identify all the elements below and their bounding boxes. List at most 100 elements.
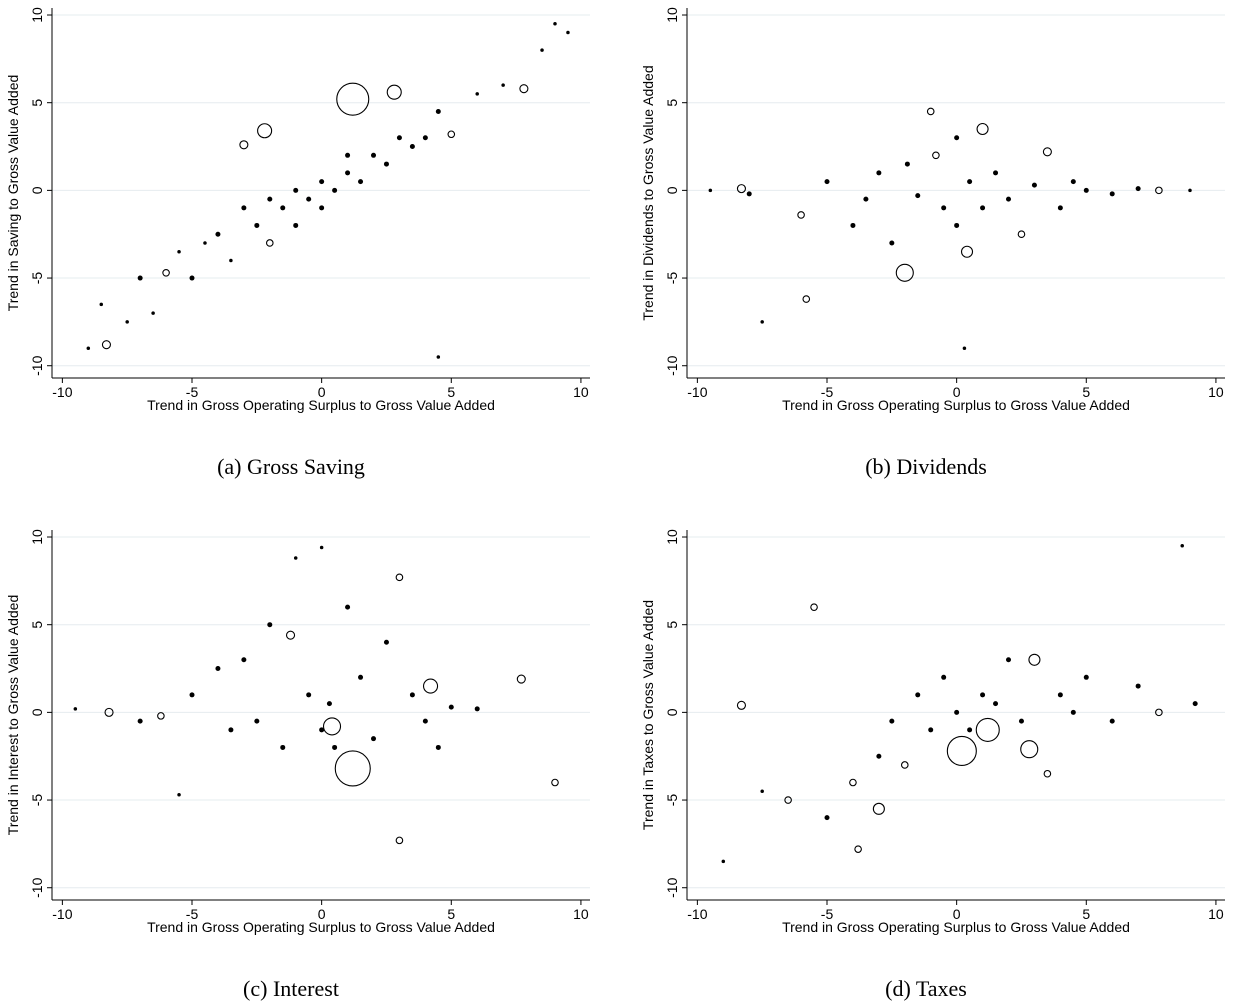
x-tick-label: -5 xyxy=(821,906,834,922)
point xyxy=(566,30,570,35)
y-tick-label: 0 xyxy=(29,708,45,716)
point xyxy=(241,657,247,663)
caption: (c) Interest xyxy=(243,976,339,1001)
x-tick-label: 0 xyxy=(953,384,961,400)
y-axis-label: Trend in Dividends to Gross Value Added xyxy=(640,65,656,320)
x-tick-label: -5 xyxy=(186,906,199,922)
point xyxy=(396,135,402,141)
point xyxy=(125,320,129,324)
point xyxy=(975,717,1000,742)
y-tick-label: 0 xyxy=(29,186,45,194)
x-tick-label: 5 xyxy=(447,906,455,922)
y-tick-label: 10 xyxy=(29,7,45,23)
point xyxy=(946,735,977,766)
y-tick-label: -5 xyxy=(29,272,45,285)
point xyxy=(345,604,351,610)
point xyxy=(162,268,170,277)
point xyxy=(371,152,377,158)
point xyxy=(409,144,415,150)
point xyxy=(967,179,973,185)
point xyxy=(904,161,910,167)
point xyxy=(345,170,351,176)
point xyxy=(1135,186,1141,192)
point xyxy=(99,302,104,307)
y-tick-label: -10 xyxy=(664,355,680,375)
point xyxy=(422,718,428,724)
point xyxy=(395,573,404,582)
point xyxy=(293,222,299,228)
x-axis-label: Trend in Gross Operating Surplus to Gros… xyxy=(147,397,495,413)
point xyxy=(267,622,273,628)
point xyxy=(941,674,947,680)
point xyxy=(422,678,439,694)
point xyxy=(980,692,986,698)
point xyxy=(810,603,818,611)
point xyxy=(1192,701,1198,707)
point xyxy=(1018,718,1024,724)
point xyxy=(760,789,764,794)
x-tick-label: 0 xyxy=(953,906,961,922)
point xyxy=(962,346,967,350)
point xyxy=(177,793,181,797)
point xyxy=(926,107,935,116)
point xyxy=(322,717,342,736)
point xyxy=(241,205,247,211)
point xyxy=(889,718,895,724)
x-tick-label: -5 xyxy=(821,384,834,400)
point xyxy=(895,263,914,282)
point xyxy=(928,727,934,733)
x-tick-label: 5 xyxy=(1082,906,1090,922)
point xyxy=(203,241,207,245)
y-tick-label: 10 xyxy=(664,7,680,23)
point xyxy=(435,744,441,750)
point xyxy=(797,211,805,219)
point xyxy=(854,845,862,853)
point xyxy=(1070,179,1076,185)
x-tick-label: 10 xyxy=(1208,384,1224,400)
point xyxy=(708,188,713,193)
x-tick-label: 0 xyxy=(318,384,326,400)
point xyxy=(967,727,973,733)
point xyxy=(993,701,999,707)
x-tick-label: 5 xyxy=(447,384,455,400)
point xyxy=(475,92,479,96)
y-tick-label: -5 xyxy=(664,272,680,285)
point xyxy=(104,707,114,717)
point xyxy=(850,222,856,228)
point xyxy=(280,744,286,750)
point xyxy=(137,718,143,724)
point xyxy=(976,122,989,136)
point xyxy=(889,240,895,246)
point xyxy=(137,275,143,281)
point xyxy=(915,193,921,199)
y-tick-label: 5 xyxy=(29,99,45,107)
point xyxy=(915,692,921,698)
point xyxy=(409,692,415,698)
point xyxy=(422,135,428,141)
point xyxy=(474,706,480,712)
y-tick-label: -10 xyxy=(29,355,45,375)
point xyxy=(229,258,233,263)
point xyxy=(436,355,441,359)
point xyxy=(383,161,389,167)
point xyxy=(334,750,371,787)
point xyxy=(332,744,338,750)
point xyxy=(802,295,811,303)
x-axis-label: Trend in Gross Operating Surplus to Gros… xyxy=(782,397,1130,413)
point xyxy=(501,83,505,87)
point xyxy=(551,778,559,787)
point xyxy=(1006,196,1012,202)
point xyxy=(1109,191,1115,197)
point xyxy=(358,674,364,680)
point xyxy=(1020,740,1039,759)
point xyxy=(1057,692,1063,698)
point xyxy=(215,666,221,672)
point xyxy=(1155,186,1163,195)
point xyxy=(151,311,155,315)
y-tick-label: 5 xyxy=(664,621,680,629)
point xyxy=(960,245,974,258)
y-tick-label: -5 xyxy=(29,794,45,807)
point xyxy=(319,727,325,733)
x-tick-label: 10 xyxy=(573,906,589,922)
y-axis-label: Trend in Saving to Gross Value Added xyxy=(5,75,21,312)
